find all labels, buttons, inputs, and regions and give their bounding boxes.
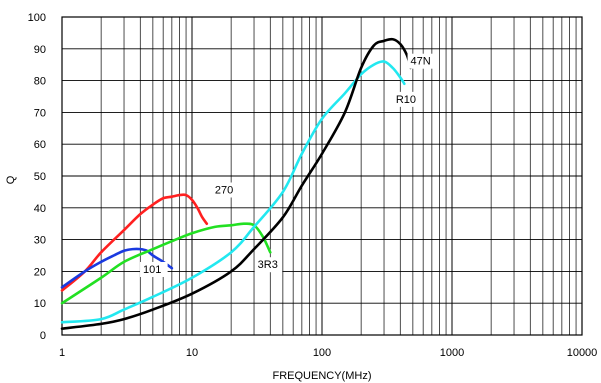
series-line-270 — [60, 193, 209, 292]
series-label-r10: R10 — [396, 94, 416, 106]
y-tick-label: 0 — [40, 330, 46, 342]
x-tick-label: 100 — [313, 347, 331, 359]
series-line-47n — [60, 37, 412, 330]
plot-frame — [61, 16, 583, 336]
series-line-r10 — [60, 60, 406, 324]
y-tick-label: 70 — [34, 107, 46, 119]
series-line-101 — [60, 247, 174, 289]
series-label-background — [392, 91, 421, 107]
x-tick-label: 10 — [186, 347, 198, 359]
series-label-3r3: 3R3 — [258, 259, 278, 271]
y-tick-label: 90 — [34, 44, 46, 56]
y-tick-label: 60 — [34, 139, 46, 151]
y-axis-ticks: 0 10 20 30 40 50 60 70 80 90 100 — [28, 12, 46, 342]
y-tick-label: 10 — [34, 298, 46, 310]
series-label-background — [211, 182, 240, 198]
x-tick-label: 1000 — [440, 347, 464, 359]
grid — [62, 17, 582, 335]
series-label-background — [254, 257, 283, 273]
x-axis-ticks: 1 10 100 1000 10000 — [59, 347, 597, 359]
y-tick-label: 20 — [34, 266, 46, 278]
y-axis-title: Q — [5, 175, 17, 184]
x-axis-title: FREQUENCY(MHz) — [273, 370, 372, 382]
y-tick-label: 50 — [34, 171, 46, 183]
series-label-background — [140, 261, 168, 277]
x-tick-label: 10000 — [567, 347, 598, 359]
y-tick-label: 30 — [34, 235, 46, 247]
series-label-270: 270 — [215, 184, 233, 196]
series-label-background — [407, 53, 436, 69]
series-layer — [60, 37, 412, 330]
y-tick-label: 100 — [28, 12, 46, 24]
series-labels: 270 101 3R3 R10 47N — [140, 53, 436, 277]
y-tick-label: 80 — [34, 76, 46, 88]
series-label-47n: 47N — [411, 56, 431, 68]
series-label-101: 101 — [143, 264, 161, 276]
x-tick-label: 1 — [59, 347, 65, 359]
y-tick-label: 40 — [34, 203, 46, 215]
